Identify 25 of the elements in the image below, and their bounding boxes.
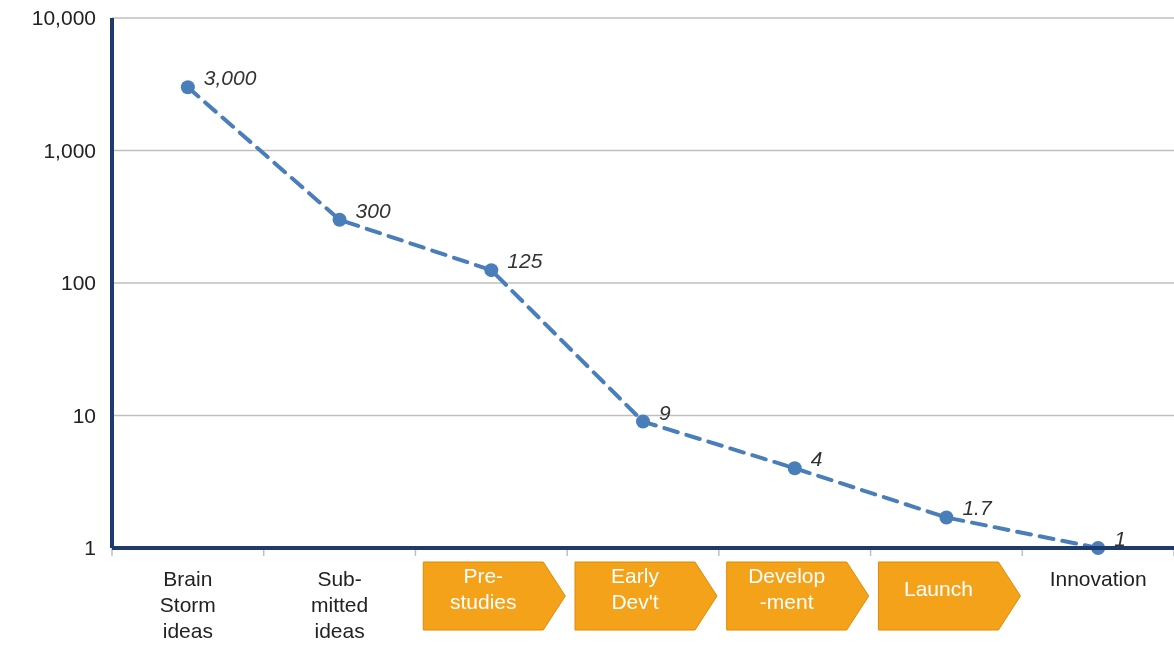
- data-label: 4: [810, 447, 823, 471]
- data-label: 1.7: [962, 496, 993, 520]
- y-tick-label: 10,000: [31, 6, 96, 30]
- x-tick-label: Pre- studies: [450, 564, 517, 613]
- point: [939, 510, 954, 525]
- x-tick-label: Brain Storm ideas: [159, 567, 216, 642]
- point: [484, 263, 499, 278]
- data-label: 3,000: [203, 66, 257, 90]
- y-tick-label: 10: [72, 403, 96, 427]
- data-label: 125: [507, 249, 543, 273]
- x-tick-label: Innovation: [1049, 567, 1147, 590]
- x-tick-label: Launch: [903, 577, 973, 600]
- x-tick-label: Develop -ment: [748, 564, 826, 613]
- data-label: 300: [355, 198, 391, 222]
- point: [636, 414, 650, 429]
- y-tick-label: 100: [60, 271, 96, 295]
- data-label: 9: [659, 400, 671, 424]
- point: [332, 212, 347, 227]
- y-tick-label: 1: [84, 536, 96, 560]
- data-label: 1: [1114, 527, 1126, 550]
- point: [787, 461, 802, 476]
- x-tick-label: Early Dev't: [611, 564, 660, 613]
- x-tick-label: Sub- mitted ideas: [310, 567, 369, 642]
- y-tick-label: 1,000: [43, 138, 96, 162]
- point: [180, 80, 195, 95]
